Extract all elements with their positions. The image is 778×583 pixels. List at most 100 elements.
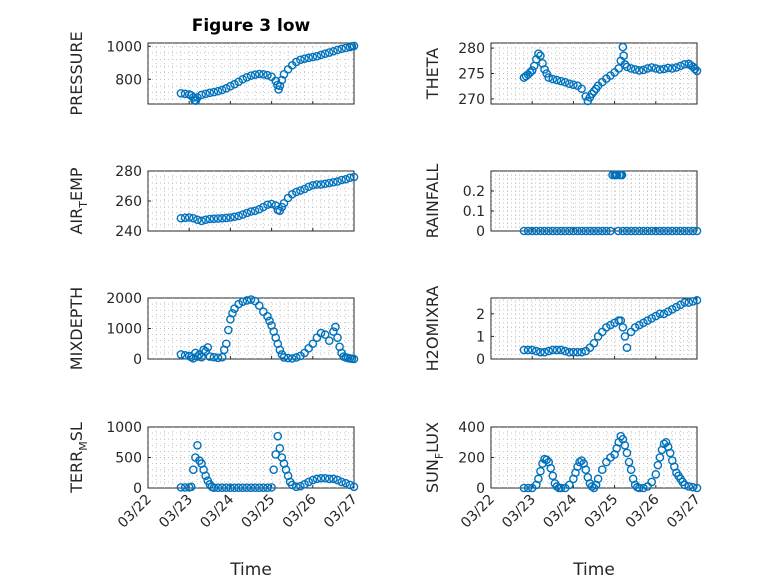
data-point <box>560 346 570 356</box>
data-point <box>263 200 272 210</box>
data-point <box>242 72 252 82</box>
data-point <box>345 480 355 490</box>
data-point <box>349 41 359 51</box>
data-point <box>619 51 628 61</box>
data-point <box>618 42 628 52</box>
data-point <box>320 473 330 483</box>
data-point <box>254 301 264 310</box>
data-point <box>542 69 551 78</box>
data-point <box>226 81 235 91</box>
data-point <box>540 347 549 357</box>
data-point <box>209 352 219 362</box>
subplot-sun-flux: 0 200 400 03/22 03/23 03/24 03/25 03/26 03/27 SUN… <box>423 420 704 531</box>
data-point <box>308 52 318 62</box>
data-point <box>221 84 231 93</box>
data-point <box>692 226 702 236</box>
data-point <box>246 207 256 216</box>
data-point <box>536 347 545 357</box>
data-point <box>659 309 669 319</box>
x-tick-label: 03/25 <box>582 492 622 532</box>
data-point <box>238 297 248 306</box>
data-point <box>337 44 346 54</box>
data-point <box>639 483 648 493</box>
data-point <box>564 79 574 88</box>
data-point <box>238 74 248 84</box>
data-point <box>189 465 198 475</box>
data-series <box>519 295 702 357</box>
data-point <box>263 311 272 321</box>
data-point <box>320 179 330 189</box>
data-point <box>639 65 648 75</box>
data-point <box>676 61 685 71</box>
data-point <box>548 226 558 236</box>
data-point <box>653 460 663 470</box>
data-point <box>643 316 652 325</box>
data-point <box>564 226 574 236</box>
data-point <box>333 333 342 342</box>
data-point <box>242 483 252 492</box>
data-point <box>349 482 359 492</box>
data-point <box>620 332 630 341</box>
data-point <box>548 471 558 481</box>
y-tick-label: 0 <box>476 352 485 368</box>
data-point <box>234 211 243 221</box>
data-point <box>189 354 198 363</box>
data-point <box>643 64 652 73</box>
data-point <box>692 66 702 76</box>
data-point <box>597 465 607 475</box>
data-point <box>254 69 264 79</box>
data-point <box>577 347 586 357</box>
x-tick-label: 03/27 <box>321 492 361 532</box>
data-point <box>304 477 313 487</box>
data-point <box>213 353 223 363</box>
y-tick-label: 400 <box>458 420 485 436</box>
data-point <box>593 226 603 236</box>
data-point <box>630 226 640 236</box>
data-series <box>176 41 359 106</box>
data-point <box>316 180 326 189</box>
subplot-rainfall: 0 0.1 0.2 RAINFALL <box>423 164 702 240</box>
data-point <box>602 226 611 236</box>
x-tick-label: 03/23 <box>499 492 539 532</box>
data-point <box>655 453 665 462</box>
data-point <box>193 352 202 361</box>
data-point <box>201 471 210 481</box>
data-point <box>672 63 681 72</box>
data-point <box>624 457 634 467</box>
data-point <box>667 64 677 73</box>
data-point <box>300 184 309 194</box>
y-axis-label: THETA <box>423 48 442 100</box>
data-point <box>684 226 694 236</box>
data-point <box>622 226 632 236</box>
data-point <box>246 71 256 80</box>
data-point <box>201 89 210 99</box>
data-point <box>532 226 541 236</box>
data-point <box>277 75 287 85</box>
data-point <box>349 354 359 364</box>
data-point <box>655 65 665 74</box>
data-point <box>238 483 248 492</box>
data-point <box>585 226 595 236</box>
data-point <box>548 74 558 84</box>
y-tick-label: 1000 <box>106 322 142 338</box>
data-point <box>287 354 297 363</box>
data-point <box>180 213 190 223</box>
y-tick-label: 200 <box>458 451 485 467</box>
data-point <box>213 214 223 223</box>
data-point <box>597 226 607 236</box>
data-point <box>532 346 541 356</box>
subplot-air-temp: 240 260 280 AIRTEMP <box>67 164 359 240</box>
data-point <box>333 45 342 55</box>
y-tick-label: 260 <box>115 194 142 210</box>
data-point <box>230 212 239 222</box>
y-tick-label: 1000 <box>106 39 142 55</box>
y-tick-label: 0 <box>476 481 485 497</box>
data-point <box>651 469 661 479</box>
data-point <box>651 311 661 321</box>
data-point <box>575 457 584 467</box>
y-tick-label: 1 <box>476 329 485 345</box>
data-point <box>542 455 551 465</box>
data-point <box>589 338 599 348</box>
data-point <box>250 70 260 79</box>
y-tick-label: 240 <box>115 224 142 240</box>
